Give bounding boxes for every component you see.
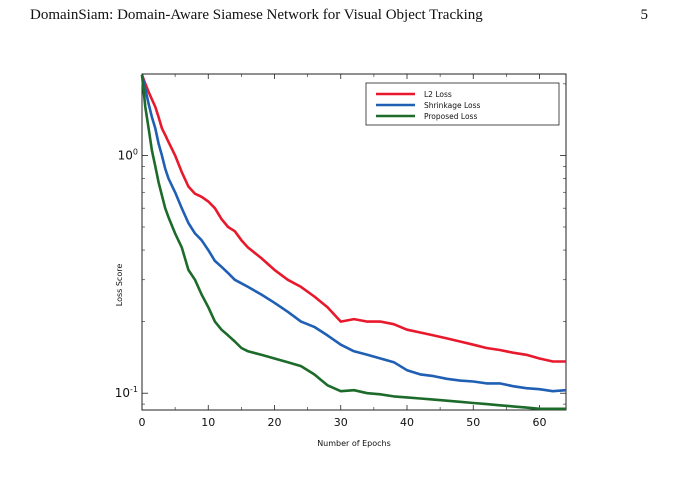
y-axis-ticks: 10-1 100 — [115, 83, 566, 405]
series-line-proposed-loss — [140, 74, 566, 411]
page-number: 5 — [640, 7, 649, 23]
plot-frame — [141, 73, 567, 411]
series-line-l2-loss — [140, 74, 566, 363]
series-line-shrinkage-loss — [140, 74, 567, 393]
legend-label-proposed-loss: Proposed Loss — [424, 112, 477, 121]
x-tick-label: 20 — [268, 416, 282, 429]
y-tick-label: 100 — [118, 147, 138, 162]
x-tick-label: 0 — [139, 416, 146, 429]
legend-label-shrinkage-loss: Shrinkage Loss — [424, 101, 481, 110]
y-axis-label: Loss Score — [115, 264, 124, 307]
x-tick-label: 40 — [400, 416, 414, 429]
x-axis-label: Number of Epochs — [317, 439, 391, 448]
legend-items: L2 Loss Shrinkage Loss Proposed Loss — [376, 90, 481, 121]
running-title: DomainSiam: Domain-Aware Siamese Network… — [30, 7, 483, 23]
running-head: DomainSiam: Domain-Aware Siamese Network… — [30, 7, 648, 27]
x-tick-label: 30 — [334, 416, 348, 429]
x-tick-label: 60 — [533, 416, 547, 429]
y-tick-label: 10-1 — [115, 385, 138, 400]
legend: L2 Loss Shrinkage Loss Proposed Loss — [365, 82, 560, 126]
series-layer — [140, 74, 567, 411]
legend-label-l2-loss: L2 Loss — [424, 90, 452, 99]
x-tick-label: 50 — [466, 416, 480, 429]
x-axis-ticks: 0 10 20 30 40 50 60 — [139, 74, 547, 429]
x-tick-label: 10 — [201, 416, 215, 429]
